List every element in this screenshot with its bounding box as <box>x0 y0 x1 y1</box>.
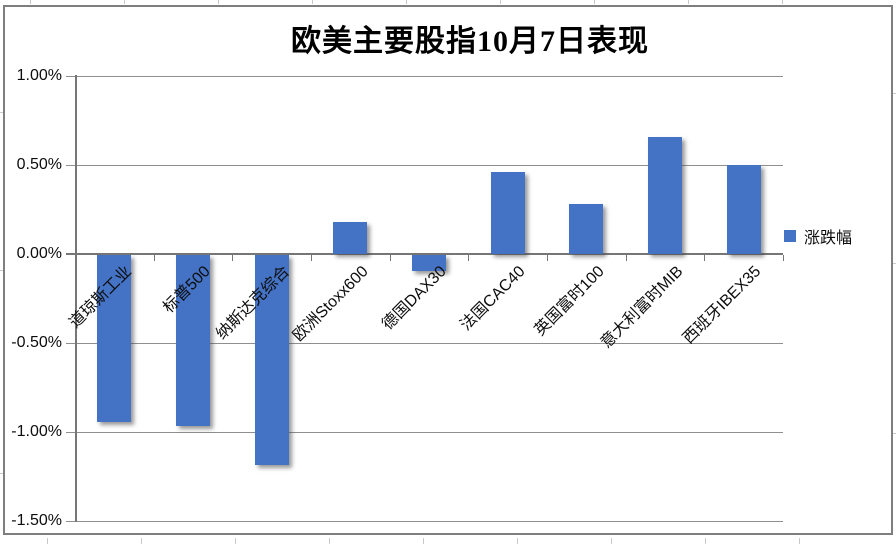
category-axis-tick <box>75 255 76 261</box>
worksheet-row-tick <box>892 93 896 94</box>
legend-series-swatch <box>784 230 796 242</box>
y-axis-tick-label: 0.50% <box>16 156 62 173</box>
category-axis-tick <box>232 255 233 261</box>
category-axis-tick <box>783 255 784 261</box>
y-axis-tick-label: -0.50% <box>11 334 62 351</box>
bar <box>569 204 603 254</box>
category-axis-line <box>66 253 783 255</box>
y-gridline <box>66 343 783 344</box>
worksheet-row-tick <box>892 433 896 434</box>
bar <box>491 172 525 254</box>
y-axis-tick-label: 1.00% <box>16 67 62 84</box>
y-gridline <box>66 165 783 166</box>
y-axis-tick-label: -1.50% <box>11 512 62 529</box>
worksheet-row-tick <box>0 112 4 113</box>
bar <box>727 165 761 254</box>
category-axis-tick <box>704 255 705 261</box>
bar <box>97 255 131 422</box>
worksheet-gridline-sliver-bottom <box>0 538 896 544</box>
bar <box>333 222 367 254</box>
worksheet-row-tick <box>0 270 4 271</box>
legend-series-label: 涨跌幅 <box>804 230 853 247</box>
category-axis-tick <box>468 255 469 261</box>
y-axis-tick-label: 0.00% <box>16 245 62 262</box>
bar <box>648 137 682 254</box>
worksheet-row-tick <box>892 263 896 264</box>
bar <box>176 255 210 426</box>
category-axis-tick <box>547 255 548 261</box>
legend: 涨跌幅 <box>784 224 852 248</box>
category-axis-tick <box>311 255 312 261</box>
category-axis-tick <box>154 255 155 261</box>
worksheet-gridline-sliver-top <box>0 0 896 4</box>
bar <box>255 255 289 465</box>
category-axis-tick <box>626 255 627 261</box>
chart-area-border <box>3 5 893 535</box>
category-axis-tick <box>390 255 391 261</box>
y-gridline <box>66 521 783 522</box>
bar <box>412 255 446 271</box>
y-axis-tick-label: -1.00% <box>11 423 62 440</box>
chart-title: 欧美主要股指10月7日表现 <box>291 25 649 58</box>
worksheet-row-tick <box>0 473 4 474</box>
y-gridline <box>66 76 783 77</box>
y-axis-line <box>75 75 77 522</box>
y-gridline <box>66 432 783 433</box>
